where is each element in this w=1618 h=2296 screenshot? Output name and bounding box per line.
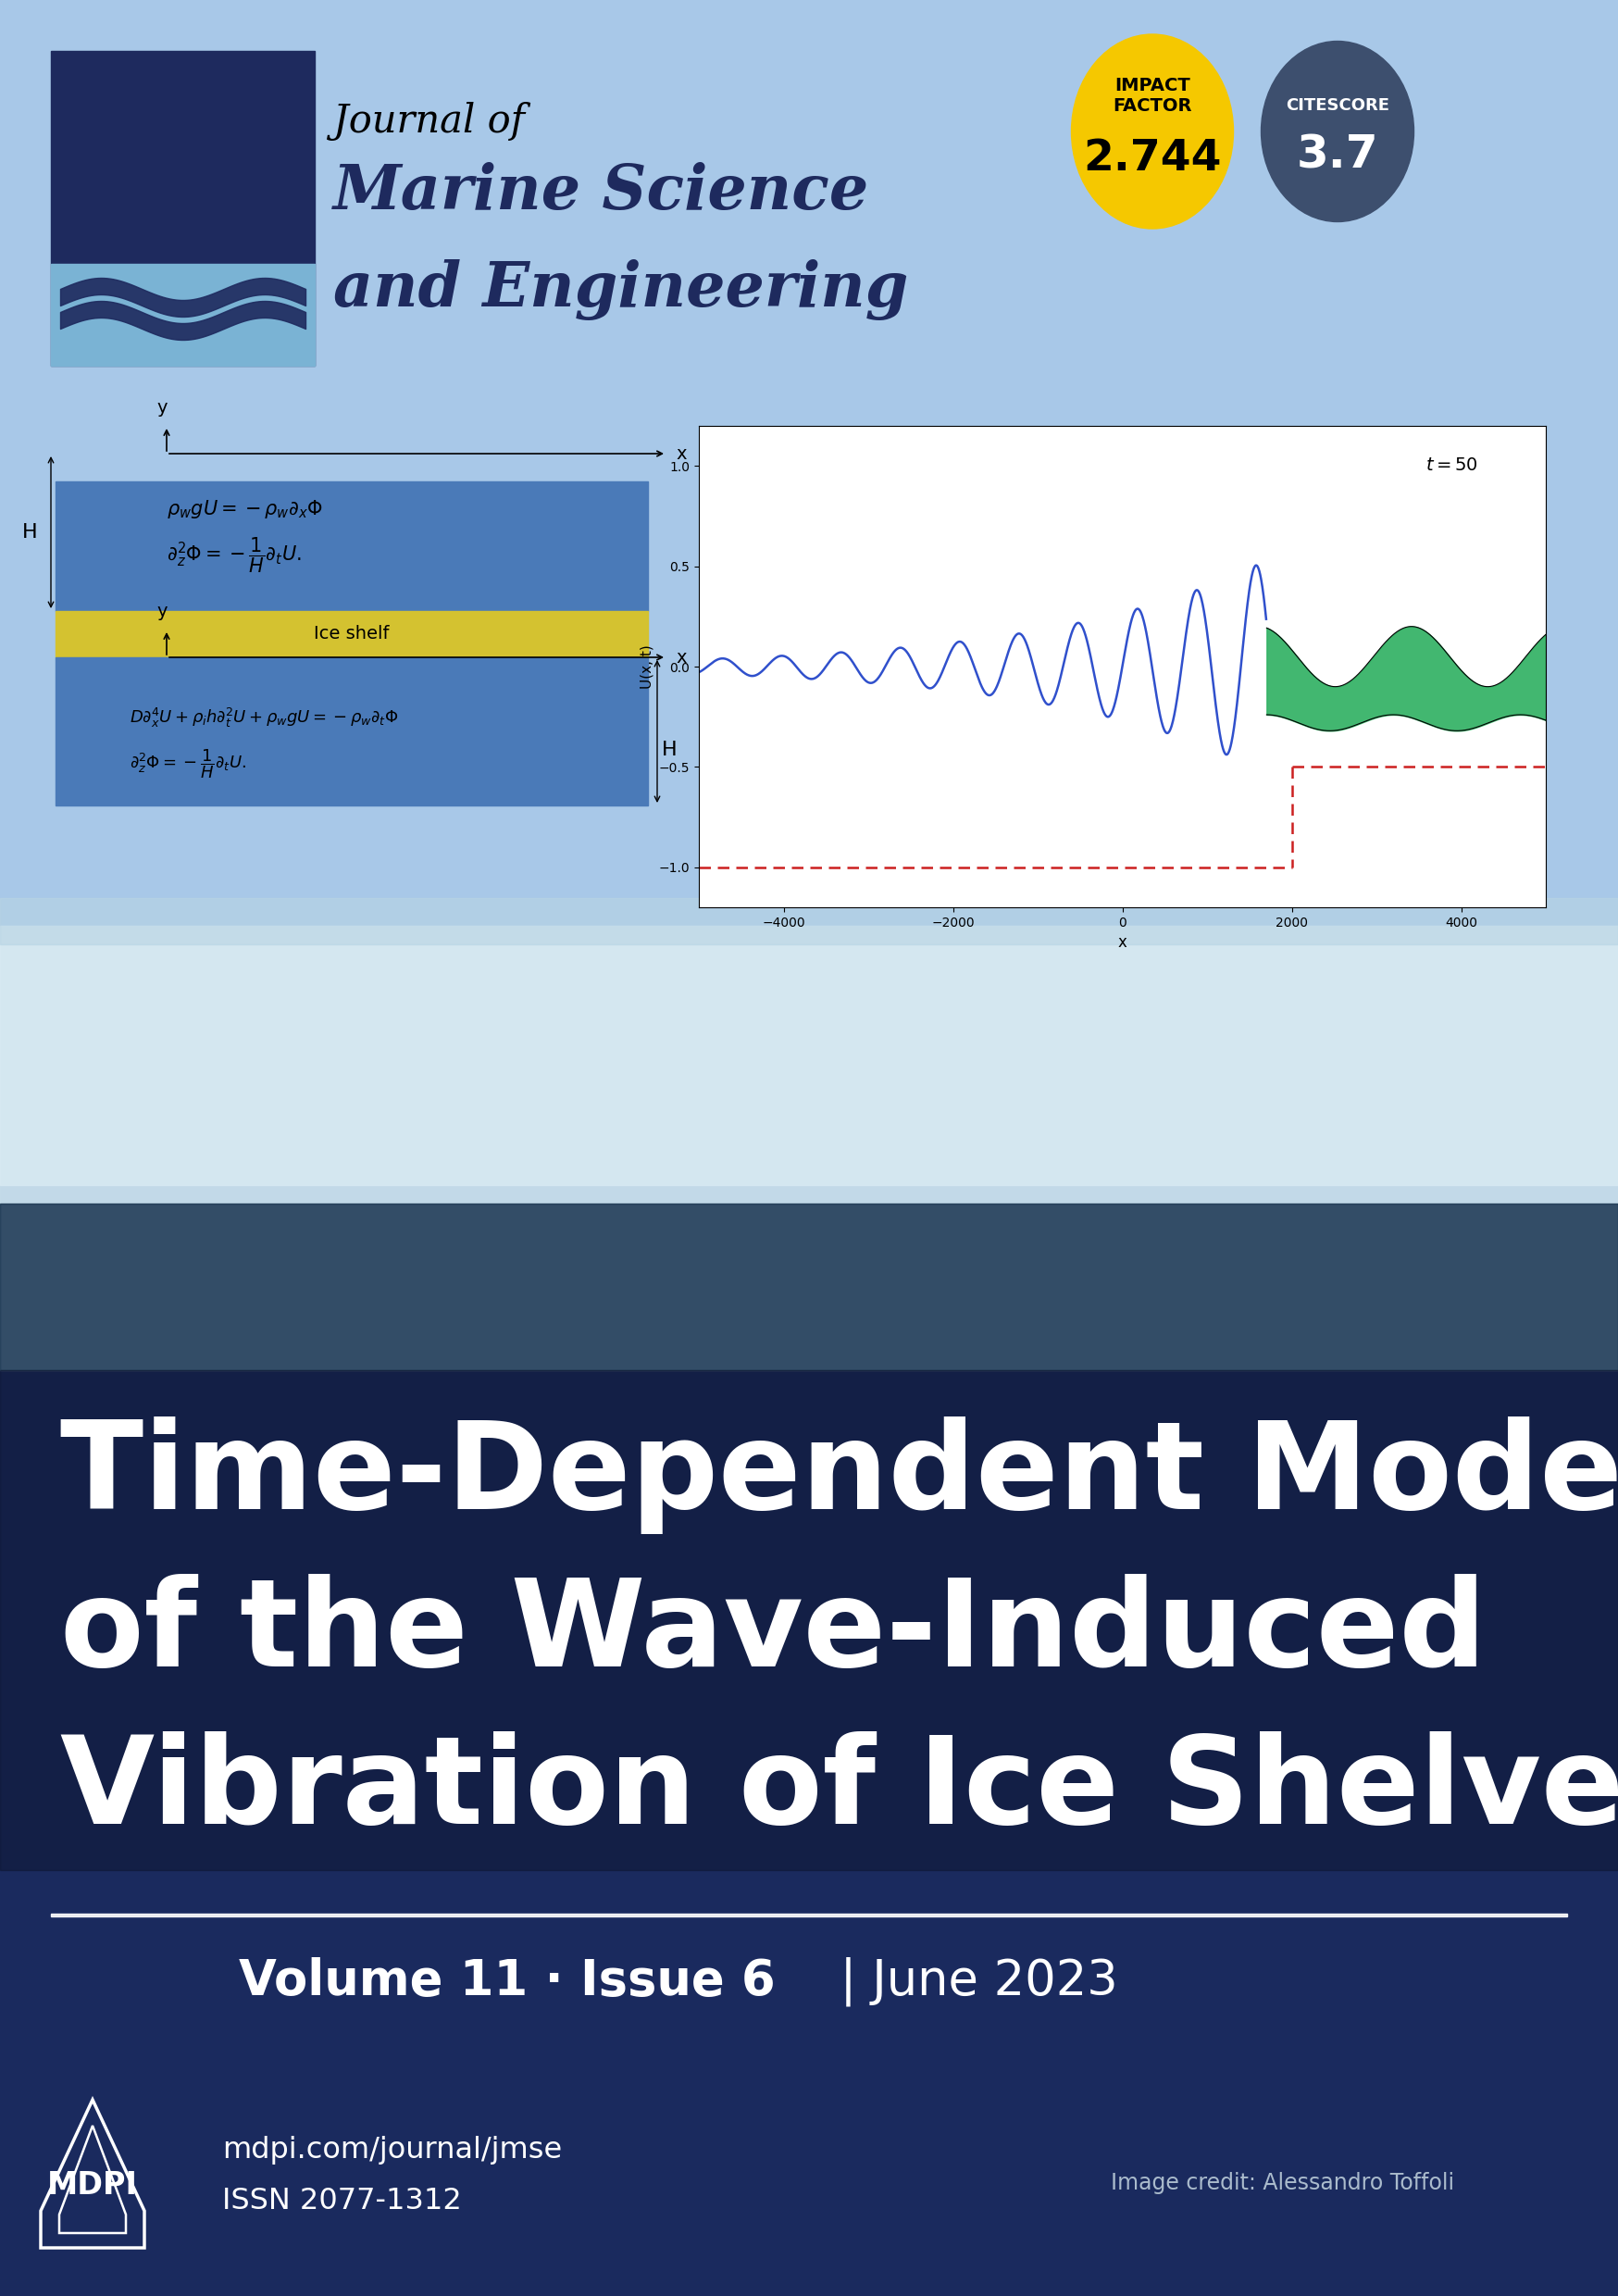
Bar	[0, 1371, 1618, 1871]
Text: $D\partial_x^4 U + \rho_i h\partial_t^2 U + \rho_w gU = -\rho_w \partial_t \Phi$: $D\partial_x^4 U + \rho_i h\partial_t^2 …	[129, 705, 398, 730]
Text: of the Wave-Induced: of the Wave-Induced	[60, 1573, 1487, 1692]
Bar	[0, 925, 1618, 1185]
Bar	[50, 1913, 1568, 1917]
Text: $\partial_z^2 \Phi = -\dfrac{1}{H}\partial_t U.$: $\partial_z^2 \Phi = -\dfrac{1}{H}\parti…	[167, 535, 301, 576]
Bar	[55, 611, 647, 657]
Text: Volume 11 · Issue 6: Volume 11 · Issue 6	[238, 1956, 809, 2004]
Text: CITESCORE: CITESCORE	[1286, 96, 1390, 115]
Text: H: H	[21, 523, 37, 542]
Y-axis label: U(x, t): U(x, t)	[639, 645, 654, 689]
Text: Image credit: Alessandro Toffoli: Image credit: Alessandro Toffoli	[1110, 2172, 1455, 2195]
Ellipse shape	[1071, 34, 1233, 230]
Bar	[50, 51, 316, 365]
Ellipse shape	[1260, 41, 1414, 223]
Text: y: y	[157, 400, 167, 416]
Text: 3.7: 3.7	[1296, 133, 1379, 177]
Bar	[0, 925, 1618, 1371]
Text: H: H	[662, 742, 678, 760]
Text: 2.744: 2.744	[1082, 138, 1222, 179]
Text: Journal of: Journal of	[333, 101, 524, 140]
Bar	[55, 482, 647, 611]
Text: Vibration of Ice Shelves: Vibration of Ice Shelves	[60, 1731, 1618, 1848]
Bar	[0, 1371, 1618, 2296]
Text: ISSN 2077-1312: ISSN 2077-1312	[222, 2188, 461, 2216]
Text: x: x	[676, 647, 686, 666]
Text: mdpi.com/journal/jmse: mdpi.com/journal/jmse	[222, 2135, 561, 2165]
Text: MDPI: MDPI	[47, 2170, 138, 2200]
Text: Ice shelf: Ice shelf	[314, 625, 390, 643]
Text: | June 2023: | June 2023	[809, 1956, 1118, 2007]
Text: and Engineering: and Engineering	[333, 259, 908, 321]
Text: IMPACT
FACTOR: IMPACT FACTOR	[1113, 78, 1192, 115]
Text: x: x	[676, 445, 686, 461]
Bar	[0, 898, 1618, 944]
Text: Marine Science: Marine Science	[333, 163, 869, 223]
Bar	[55, 657, 647, 806]
Bar	[0, 0, 1618, 1371]
Bar	[0, 1203, 1618, 1371]
Bar	[50, 264, 316, 365]
Text: $\rho_w gU = -\rho_w \partial_x \Phi$: $\rho_w gU = -\rho_w \partial_x \Phi$	[167, 498, 324, 521]
X-axis label: x: x	[1118, 934, 1126, 951]
Text: $t = 50$: $t = 50$	[1425, 457, 1479, 473]
Text: Time-Dependent Modelling: Time-Dependent Modelling	[60, 1417, 1618, 1536]
Text: y: y	[157, 602, 167, 620]
Text: $\partial_z^2 \Phi = -\dfrac{1}{H}\partial_t U.$: $\partial_z^2 \Phi = -\dfrac{1}{H}\parti…	[129, 746, 246, 781]
Bar	[0, 0, 1618, 416]
